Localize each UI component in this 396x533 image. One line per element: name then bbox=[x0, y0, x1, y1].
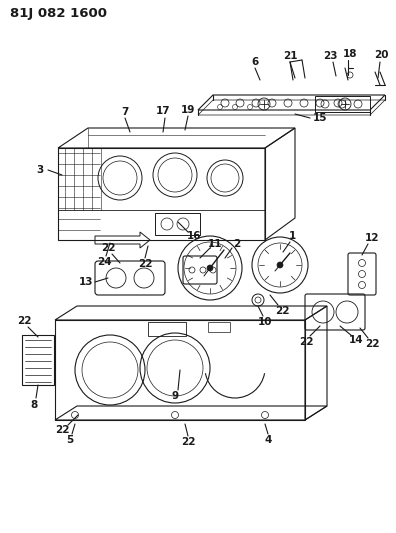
Text: 1: 1 bbox=[288, 231, 296, 241]
Bar bbox=[315, 96, 370, 112]
Text: 8: 8 bbox=[30, 400, 38, 410]
Text: 22: 22 bbox=[101, 243, 115, 253]
Text: 22: 22 bbox=[55, 425, 69, 435]
Text: 18: 18 bbox=[343, 49, 357, 59]
Text: 22: 22 bbox=[299, 337, 313, 347]
Text: 9: 9 bbox=[171, 391, 179, 401]
Circle shape bbox=[207, 265, 213, 271]
Bar bbox=[208, 322, 230, 332]
Text: 14: 14 bbox=[349, 335, 363, 345]
Text: 22: 22 bbox=[17, 316, 31, 326]
Text: 22: 22 bbox=[275, 306, 289, 316]
Bar bbox=[148, 322, 186, 336]
Text: 5: 5 bbox=[67, 435, 74, 445]
Text: 6: 6 bbox=[251, 57, 259, 67]
Text: 17: 17 bbox=[156, 106, 170, 116]
Text: 4: 4 bbox=[264, 435, 272, 445]
Text: 21: 21 bbox=[283, 51, 297, 61]
Text: 23: 23 bbox=[323, 51, 337, 61]
Bar bbox=[22, 335, 54, 385]
Text: 11: 11 bbox=[208, 239, 222, 249]
Text: 3: 3 bbox=[36, 165, 44, 175]
Text: 13: 13 bbox=[79, 277, 93, 287]
Text: 22: 22 bbox=[181, 437, 195, 447]
Text: 81J 082 1600: 81J 082 1600 bbox=[10, 7, 107, 20]
Text: 22: 22 bbox=[365, 339, 379, 349]
Bar bbox=[155, 213, 200, 235]
Circle shape bbox=[277, 262, 283, 268]
Text: 22: 22 bbox=[138, 259, 152, 269]
Text: 19: 19 bbox=[181, 105, 195, 115]
Text: 2: 2 bbox=[233, 239, 241, 249]
Text: 24: 24 bbox=[97, 257, 111, 267]
Text: 16: 16 bbox=[187, 231, 201, 241]
Text: 15: 15 bbox=[313, 113, 327, 123]
Text: 10: 10 bbox=[258, 317, 272, 327]
Text: 12: 12 bbox=[365, 233, 379, 243]
Text: 7: 7 bbox=[121, 107, 129, 117]
Text: 20: 20 bbox=[374, 50, 388, 60]
